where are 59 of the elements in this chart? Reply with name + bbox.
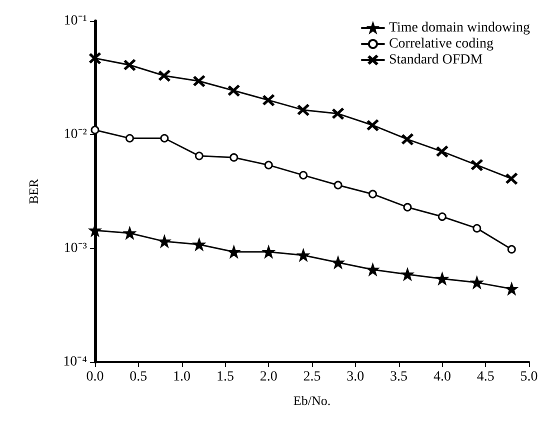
point bbox=[299, 170, 308, 180]
point bbox=[506, 283, 518, 295]
point bbox=[403, 202, 412, 212]
point bbox=[332, 256, 344, 268]
point bbox=[262, 94, 274, 106]
y-tick-label: 10⁻² bbox=[64, 127, 87, 142]
point bbox=[471, 159, 483, 171]
point bbox=[367, 120, 379, 132]
point bbox=[506, 172, 518, 184]
point bbox=[89, 224, 101, 236]
x-tick-label: 0.5 bbox=[130, 370, 148, 384]
y-axis-title: BER bbox=[26, 178, 41, 204]
point bbox=[89, 52, 101, 64]
x-tick-label: 3.5 bbox=[390, 370, 408, 384]
point bbox=[158, 236, 170, 248]
point bbox=[193, 75, 205, 87]
point bbox=[507, 245, 516, 254]
x-axis-title: Eb/No. bbox=[293, 393, 331, 408]
point bbox=[194, 152, 204, 160]
point bbox=[125, 134, 134, 142]
x-tick-label: 4.5 bbox=[476, 370, 494, 384]
x-tick-label: 3.0 bbox=[346, 370, 364, 384]
x-tick-label: 0.0 bbox=[86, 370, 104, 384]
point bbox=[193, 238, 205, 250]
point bbox=[332, 108, 344, 120]
point bbox=[402, 134, 414, 146]
point bbox=[262, 246, 274, 258]
x-tick-label: 1.0 bbox=[173, 370, 191, 384]
point bbox=[124, 59, 136, 71]
legend-label: Correlative coding bbox=[388, 36, 494, 52]
x-tick-label: 2.5 bbox=[303, 370, 321, 384]
point bbox=[402, 268, 414, 280]
point bbox=[438, 212, 446, 221]
point bbox=[158, 70, 170, 82]
point bbox=[228, 246, 240, 258]
x-tick-label: 2.0 bbox=[260, 370, 278, 384]
point bbox=[368, 190, 378, 198]
x-tick-label: 5.0 bbox=[520, 370, 538, 384]
point bbox=[160, 134, 169, 142]
point bbox=[124, 227, 136, 239]
point bbox=[264, 160, 273, 170]
x-tick-label: 4.0 bbox=[433, 370, 451, 384]
point bbox=[334, 180, 342, 190]
point bbox=[436, 146, 448, 158]
y-tick-label: 10⁻³ bbox=[64, 240, 87, 256]
x-tick-label: 1.5 bbox=[216, 370, 234, 384]
point bbox=[298, 104, 310, 116]
point bbox=[228, 84, 240, 96]
point bbox=[472, 224, 482, 233]
point bbox=[367, 264, 379, 276]
point bbox=[230, 153, 238, 162]
point bbox=[471, 276, 483, 288]
legend-label: Standard OFDM bbox=[388, 52, 484, 68]
point bbox=[298, 249, 310, 261]
y-tick-label: 10⁻⁴ bbox=[63, 354, 88, 370]
point bbox=[436, 273, 448, 284]
y-tick-label: 10⁻¹ bbox=[64, 14, 87, 28]
point bbox=[90, 126, 100, 134]
legend-label: Time domain windowing bbox=[388, 20, 530, 36]
